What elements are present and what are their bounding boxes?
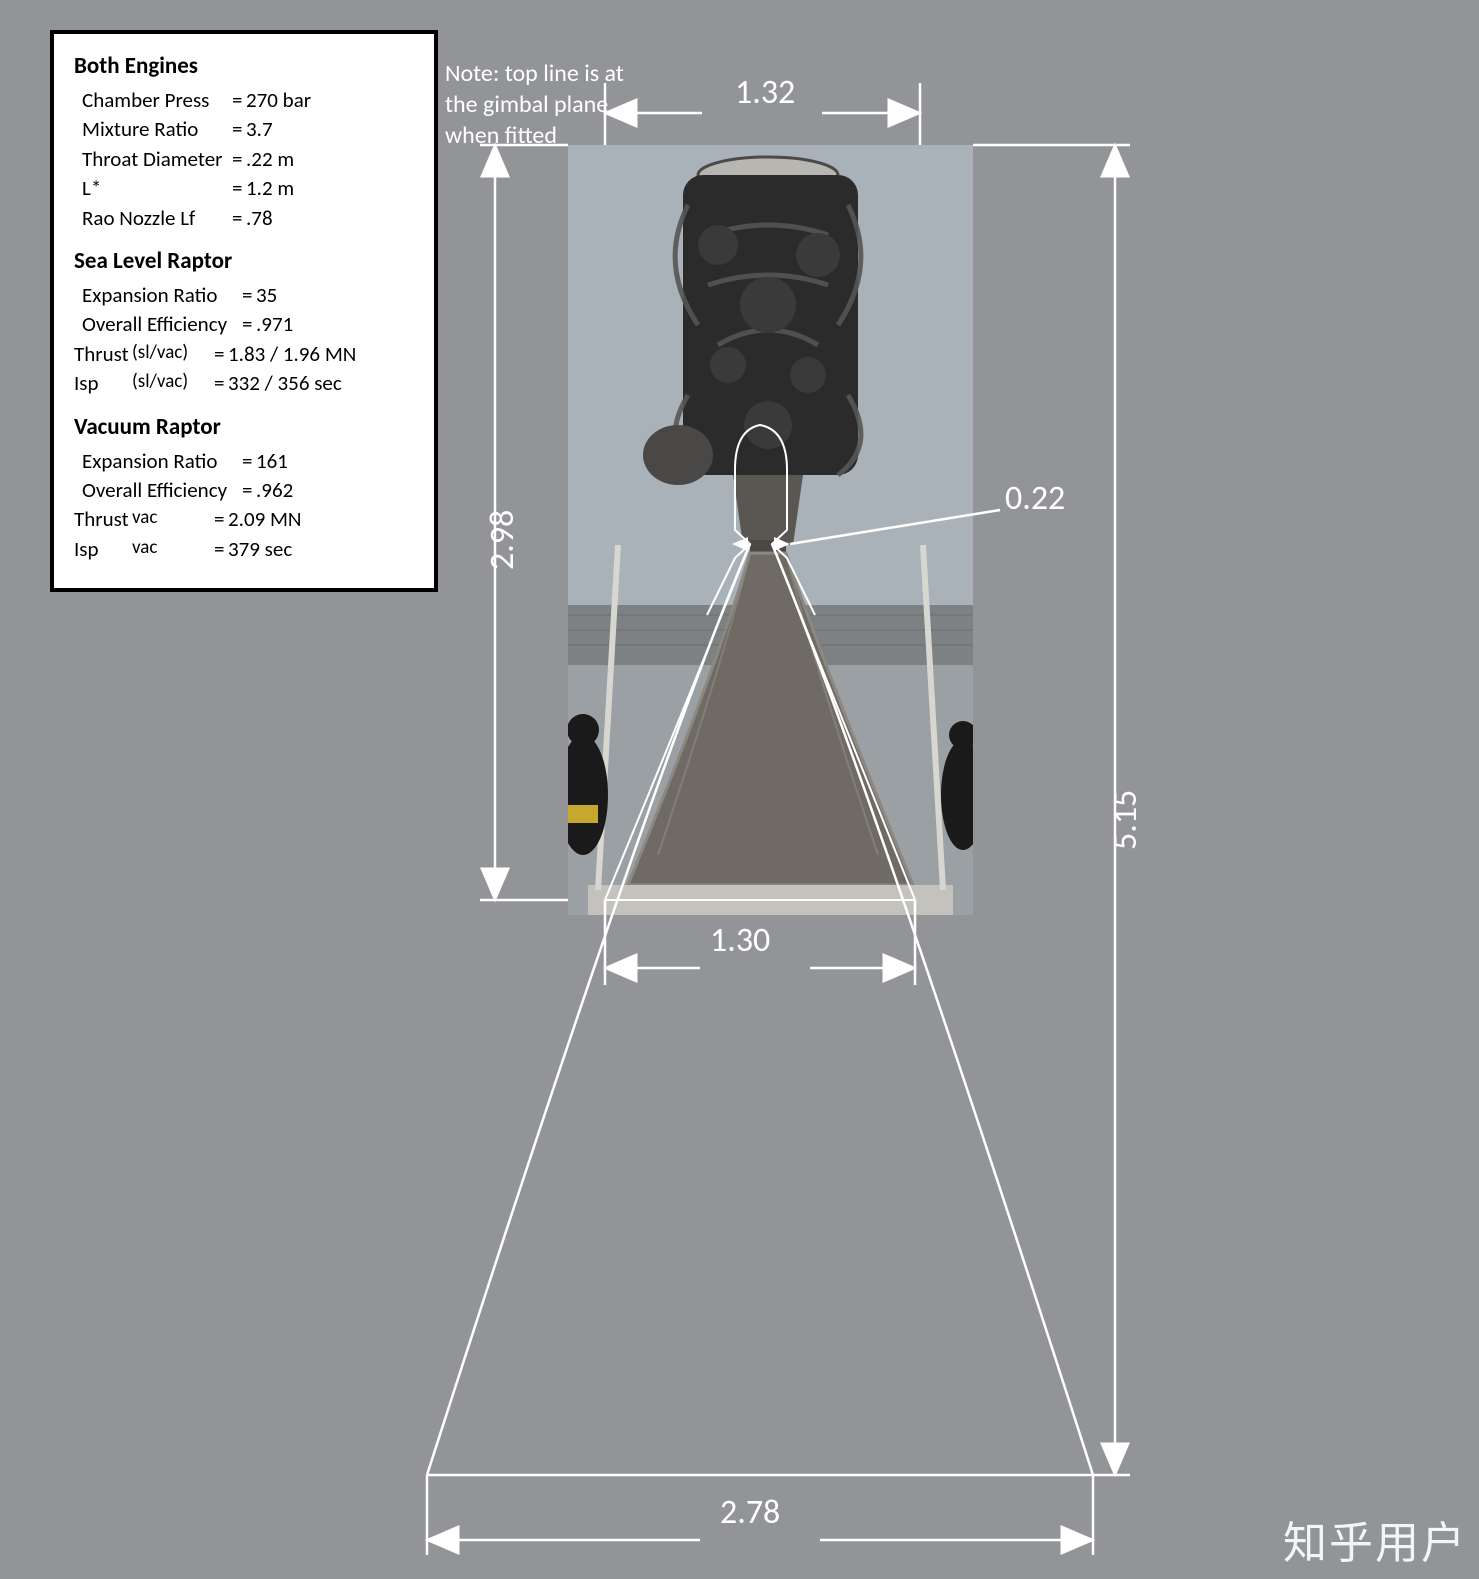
dim-throat: 0.22 <box>1005 478 1065 519</box>
spec-label: Expansion Ratio <box>74 281 242 310</box>
spec-value: 1.2 m <box>246 174 414 203</box>
spec-label: L* <box>74 174 232 203</box>
spec-label: Expansion Ratio <box>74 447 242 476</box>
spec-value: .971 <box>256 310 414 339</box>
spec-cond: (sl/vac) <box>132 369 214 398</box>
dim-sl-height: 2.98 <box>482 510 523 570</box>
dim-vac-exit: 2.78 <box>720 1492 780 1533</box>
spec-cond: vac <box>132 535 214 564</box>
spec-value: 379 sec <box>228 535 414 564</box>
vac-title: Vacuum Raptor <box>74 413 414 441</box>
spec-value: 270 bar <box>246 86 414 115</box>
dim-sl-exit: 1.30 <box>710 920 770 961</box>
spec-label: Isp <box>74 369 132 398</box>
spec-value: 161 <box>256 447 414 476</box>
spec-value: 2.09 MN <box>228 505 414 534</box>
spec-label: Overall Efficiency <box>74 476 242 505</box>
dim-top-width: 1.32 <box>735 72 795 113</box>
spec-label: Mixture Ratio <box>74 115 232 144</box>
spec-value: 35 <box>256 281 414 310</box>
spec-label: Thrust <box>74 505 132 534</box>
both-title: Both Engines <box>74 52 414 80</box>
watermark: 知乎用户 <box>1283 1507 1467 1571</box>
spec-label: Thrust <box>74 340 132 369</box>
spec-label: Overall Efficiency <box>74 310 242 339</box>
spec-value: 332 / 356 sec <box>228 369 414 398</box>
spec-label: Throat Diameter <box>74 145 232 174</box>
spec-label: Rao Nozzle Lf <box>74 204 232 233</box>
spec-value: .962 <box>256 476 414 505</box>
spec-label: Chamber Press <box>74 86 232 115</box>
spec-cond: (sl/vac) <box>132 340 214 369</box>
spec-value: 3.7 <box>246 115 414 144</box>
spec-label: Isp <box>74 535 132 564</box>
gimbal-note: Note: top line is at the gimbal plane wh… <box>445 58 635 152</box>
dim-vac-height: 5.15 <box>1105 790 1146 850</box>
spec-value: .78 <box>246 204 414 233</box>
spec-value: .22 m <box>246 145 414 174</box>
sl-title: Sea Level Raptor <box>74 247 414 275</box>
spec-value: 1.83 / 1.96 MN <box>228 340 414 369</box>
spec-box: Both Engines Chamber Press=270 bar Mixtu… <box>50 30 438 592</box>
spec-cond: vac <box>132 505 214 534</box>
